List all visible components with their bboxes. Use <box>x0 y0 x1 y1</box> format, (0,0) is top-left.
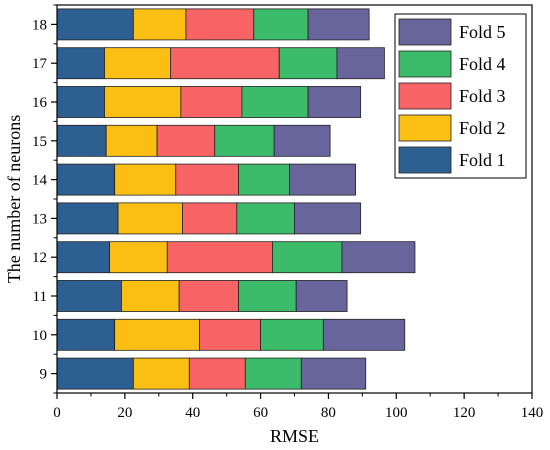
legend-swatch-fold-4 <box>398 50 452 78</box>
y-axis-title: The number of neurons <box>4 115 24 283</box>
bar-segment-11-fold-1 <box>56 280 122 312</box>
legend-label-fold-5: Fold 5 <box>459 22 506 42</box>
bar-segment-9-fold-2 <box>132 357 190 390</box>
bar-segment-16-fold-1 <box>56 86 105 118</box>
legend-swatch-fold-5 <box>398 18 452 46</box>
bar-segment-18-fold-1 <box>56 8 134 41</box>
legend-label-fold-3: Fold 3 <box>459 86 506 106</box>
bar-segment-13-fold-3 <box>182 202 238 235</box>
bar-segment-10-fold-3 <box>199 318 261 351</box>
y-tick-label: 14 <box>32 173 48 189</box>
x-tick-label: 120 <box>453 405 476 421</box>
bar-segment-16-fold-5 <box>307 86 362 118</box>
bar-segment-15-fold-4 <box>214 124 275 157</box>
legend-swatch-fold-3 <box>398 82 452 110</box>
legend-label-fold-1: Fold 1 <box>459 150 506 170</box>
bar-segment-14-fold-2 <box>114 163 177 196</box>
bar-segment-16-fold-2 <box>104 86 182 118</box>
bar-segment-17-fold-5 <box>336 47 385 80</box>
y-axis: 9 10 11 12 13 14 15 16 17 18 <box>32 4 57 394</box>
bar-segment-9-fold-3 <box>188 357 246 390</box>
bar-segment-12-fold-3 <box>166 241 273 274</box>
x-tick-label: 80 <box>321 405 336 421</box>
x-tick-label: 0 <box>53 405 61 421</box>
bar-segment-15-fold-3 <box>156 124 216 157</box>
bar-segment-16-fold-4 <box>241 86 309 118</box>
bar-segment-10-fold-4 <box>260 318 324 351</box>
legend-label-fold-2: Fold 2 <box>459 118 506 138</box>
bar-segment-12-fold-2 <box>109 241 168 274</box>
bar-segment-10-fold-2 <box>114 318 200 351</box>
bar-segment-17-fold-1 <box>56 47 105 80</box>
y-tick-label: 18 <box>32 17 47 33</box>
x-tick-label: 100 <box>385 405 408 421</box>
bar-segment-15-fold-1 <box>56 124 107 157</box>
bar-segment-12-fold-1 <box>56 241 110 274</box>
x-tick-label: 140 <box>521 405 544 421</box>
y-tick-label: 16 <box>32 95 48 111</box>
bar-segment-18-fold-2 <box>132 8 187 41</box>
bar-segment-14-fold-5 <box>289 163 356 196</box>
y-tick-label: 12 <box>32 250 47 266</box>
bar-segment-13-fold-5 <box>294 202 362 235</box>
bar-segment-11-fold-2 <box>121 280 180 312</box>
bar-segment-15-fold-2 <box>105 124 158 157</box>
bar-segment-16-fold-3 <box>180 86 243 118</box>
bar-segment-12-fold-5 <box>341 241 416 274</box>
y-tick-label: 11 <box>33 289 47 305</box>
legend-swatch-fold-1 <box>398 146 452 174</box>
bar-segment-18-fold-5 <box>307 8 370 41</box>
bar-segment-12-fold-4 <box>272 241 343 274</box>
bar-segment-18-fold-4 <box>253 8 309 41</box>
bar-segment-11-fold-3 <box>178 280 239 312</box>
y-tick-label: 17 <box>32 56 48 72</box>
x-axis-title: RMSE <box>270 426 319 446</box>
bar-segment-17-fold-2 <box>104 47 172 80</box>
bar-segment-10-fold-5 <box>322 318 406 351</box>
bar-segment-11-fold-4 <box>238 280 297 312</box>
bar-segment-13-fold-2 <box>117 202 183 235</box>
bar-segment-10-fold-1 <box>56 318 116 351</box>
bar-segment-14-fold-3 <box>175 163 239 196</box>
bar-segment-17-fold-4 <box>278 47 338 80</box>
y-tick-label: 10 <box>32 328 47 344</box>
bar-segment-9-fold-1 <box>56 357 134 390</box>
y-tick-label: 15 <box>32 134 47 150</box>
y-tick-label: 9 <box>40 367 48 383</box>
legend-swatch-fold-2 <box>398 114 452 142</box>
bar-segment-13-fold-1 <box>56 202 119 235</box>
x-axis: 0 20 40 60 80 100 120 140 <box>53 393 543 421</box>
legend-label-fold-4: Fold 4 <box>459 54 506 74</box>
bar-segment-14-fold-4 <box>238 163 290 196</box>
y-tick-label: 13 <box>32 211 47 227</box>
legend: Fold 5 Fold 4 Fold 3 Fold 2 Fold 1 <box>394 13 527 179</box>
bar-segment-13-fold-4 <box>236 202 295 235</box>
bar-segment-18-fold-3 <box>185 8 255 41</box>
x-tick-label: 60 <box>253 405 268 421</box>
bar-segment-17-fold-3 <box>170 47 280 80</box>
bar-segment-9-fold-5 <box>300 357 367 390</box>
bar-segment-9-fold-4 <box>244 357 302 390</box>
bars-layer <box>56 8 416 390</box>
x-tick-label: 40 <box>185 405 200 421</box>
x-tick-label: 20 <box>117 405 132 421</box>
bar-segment-15-fold-5 <box>273 124 331 157</box>
bar-segment-14-fold-1 <box>56 163 116 196</box>
bar-segment-11-fold-5 <box>295 280 348 312</box>
